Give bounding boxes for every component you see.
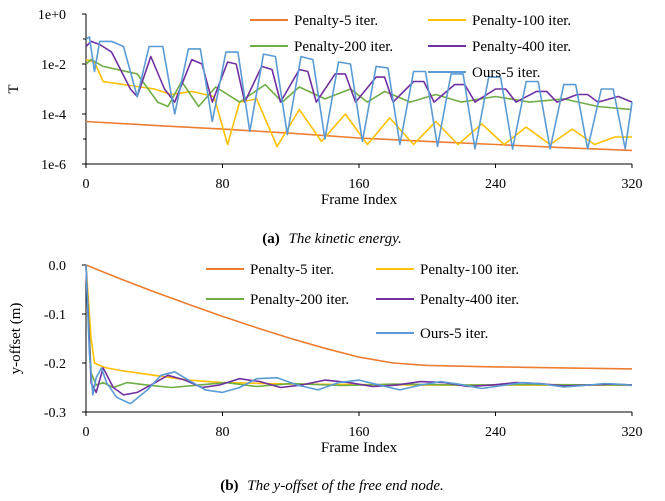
series-line-penalty200 xyxy=(85,264,633,389)
y-tick-label: 1e-6 xyxy=(41,158,66,173)
legend-entry: Penalty-200 iter. xyxy=(294,39,393,55)
y-tick-label: -0.1 xyxy=(44,308,66,323)
caption-label: (b) xyxy=(220,478,238,494)
legend: Penalty-5 iter. Penalty-100 iter. Penalty-… xyxy=(206,262,519,342)
series-line-penalty400 xyxy=(85,40,633,103)
axes: 1e+0 1e-2 1e-4 1e-6 0 80 160 240 320 xyxy=(38,8,643,192)
x-tick-label: 0 xyxy=(83,177,90,192)
x-axis-label: Frame Index xyxy=(321,440,398,456)
x-axis-label: Frame Index xyxy=(321,192,398,208)
series-line-penalty5 xyxy=(85,264,633,370)
x-tick-label: 320 xyxy=(622,177,643,192)
legend-entry: Penalty-100 iter. xyxy=(472,13,571,29)
x-tick-label: 320 xyxy=(622,425,643,440)
x-tick-label: 160 xyxy=(349,425,370,440)
series-line-ours5 xyxy=(85,36,633,150)
caption-b: (b) The y-offset of the free end node. xyxy=(220,478,444,494)
legend-entry: Penalty-100 iter. xyxy=(420,262,519,278)
series-line-penalty200 xyxy=(85,58,633,111)
x-tick-label: 0 xyxy=(83,425,90,440)
y-axis-label: T xyxy=(6,84,22,93)
legend-entry: Ours-5 iter. xyxy=(420,326,488,342)
legend-entry: Penalty-200 iter. xyxy=(250,292,349,308)
legend: Penalty-5 iter. Penalty-100 iter. Penalty-… xyxy=(250,13,571,81)
series-line-ours5 xyxy=(85,264,633,405)
y-axis-label: y-offset (m) xyxy=(8,303,24,375)
caption-a: (a) The kinetic energy. xyxy=(262,231,401,247)
y-tick-label: -0.3 xyxy=(44,406,66,421)
y-tick-label: 1e-4 xyxy=(41,108,66,123)
caption-text: The kinetic energy. xyxy=(289,231,402,247)
legend-entry: Penalty-400 iter. xyxy=(472,39,571,55)
legend-entry: Penalty-5 iter. xyxy=(250,262,334,278)
y-tick-label: -0.2 xyxy=(44,357,66,372)
axes: 0.0 -0.1 -0.2 -0.3 0 80 160 240 320 xyxy=(44,259,643,440)
x-tick-label: 240 xyxy=(485,177,506,192)
x-tick-label: 80 xyxy=(216,425,230,440)
y-tick-label: 1e-2 xyxy=(41,58,66,73)
caption-text: The y-offset of the free end node. xyxy=(247,478,443,494)
legend-entry: Penalty-400 iter. xyxy=(420,292,519,308)
legend-entry: Ours-5 iter. xyxy=(472,65,540,81)
x-tick-label: 80 xyxy=(216,177,230,192)
caption-label: (a) xyxy=(262,231,280,247)
series-line-penalty400 xyxy=(85,264,633,396)
y-offset-chart: 0.0 -0.1 -0.2 -0.3 0 80 160 240 320 Penalty-5 it… xyxy=(8,259,643,456)
x-tick-label: 240 xyxy=(485,425,506,440)
series-line-penalty5 xyxy=(85,120,633,152)
y-tick-label: 0.0 xyxy=(49,259,67,274)
legend-entry: Penalty-5 iter. xyxy=(294,13,378,29)
kinetic-energy-chart: 1e+0 1e-2 1e-4 1e-6 0 80 160 240 320 Penalty-5 i… xyxy=(6,8,643,208)
x-tick-label: 160 xyxy=(349,177,370,192)
series-group xyxy=(85,264,633,405)
series-group xyxy=(85,36,633,152)
y-tick-label: 1e+0 xyxy=(38,8,66,23)
